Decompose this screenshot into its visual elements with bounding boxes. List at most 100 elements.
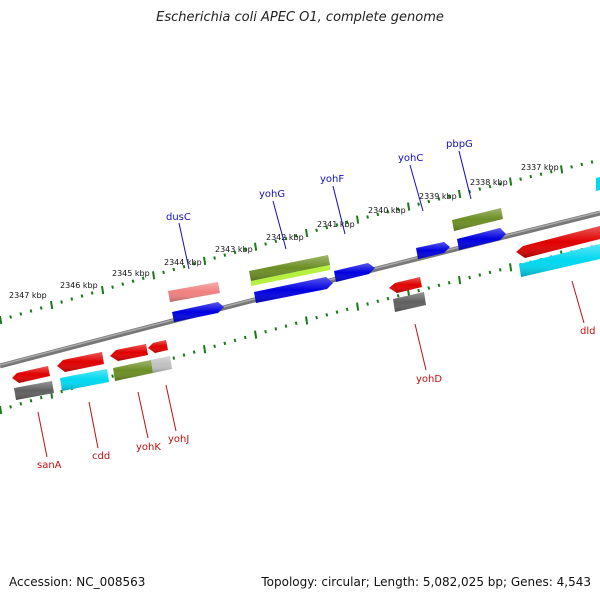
kbp-label: 2344 kbp [164, 258, 202, 267]
kbp-label: 2337 kbp [521, 163, 559, 172]
inner-ruler-tick [192, 350, 196, 354]
outer-ruler-tick [80, 294, 84, 298]
gene-label-yohK: yohK [136, 442, 161, 453]
outer-ruler-tick [101, 285, 105, 295]
inner-ruler-tick [417, 288, 420, 293]
outer-ruler-tick [386, 210, 390, 214]
gene-label-pbpG: pbpG [446, 139, 473, 150]
outer-ruler-tick [315, 228, 318, 233]
inner-ruler-tick [233, 338, 237, 343]
inner-ruler-tick [509, 263, 513, 272]
outer-ruler-tick [284, 236, 288, 241]
gene-edge-block [596, 177, 600, 191]
gene-label-sanA: sanA [37, 460, 62, 471]
gene-label-cdd: cdd [92, 451, 110, 462]
outer-ruler-tick [458, 189, 462, 199]
inner-ruler-tick [498, 268, 502, 272]
kbp-label: 2346 kbp [60, 281, 98, 290]
outer-ruler-tick [50, 300, 54, 310]
inner-ruler-tick [172, 356, 176, 360]
kbp-label: 2347 kbp [9, 291, 47, 300]
outer-ruler-tick [0, 315, 3, 325]
inner-ruler-tick [254, 330, 258, 339]
outer-ruler-tick [152, 271, 156, 280]
inner-ruler-tick [488, 270, 492, 275]
inner-ruler-tick [19, 402, 23, 406]
outer-ruler-tick [294, 233, 298, 238]
forward-gene-labels [178, 150, 472, 270]
inner-ruler-tick [386, 296, 390, 301]
inner-ruler-tick [356, 302, 360, 311]
gene-yohK-block [110, 344, 153, 381]
outer-ruler-tick [90, 291, 94, 295]
outer-ruler-tick [70, 297, 74, 301]
kbp-label: 2342 kbp [266, 233, 304, 242]
inner-ruler-tick [284, 324, 288, 328]
reverse-genes [12, 177, 600, 400]
outer-ruler-tick [19, 312, 23, 316]
outer-ruler-tick [213, 256, 216, 260]
gene-dusC-block [168, 282, 224, 322]
accession-text: Accession: NC_008563 [9, 575, 146, 589]
outer-ruler-tick [335, 223, 339, 227]
gene-yohD-block [389, 277, 426, 312]
inner-ruler-tick [458, 275, 462, 285]
gene-yohC-block [416, 242, 450, 259]
inner-ruler-tick [29, 398, 33, 403]
inner-ruler-tick [468, 275, 471, 280]
inner-ruler-tick [315, 315, 318, 320]
outer-ruler-tick [590, 160, 594, 164]
inner-ruler-tick [182, 353, 186, 357]
outer-ruler-tick [203, 256, 207, 266]
kbp-label: 2341 kbp [317, 220, 355, 229]
inner-ruler-tick [335, 310, 339, 314]
inner-ruler-tick [345, 307, 349, 312]
outer-ruler-tick [478, 187, 482, 191]
outer-ruler-tick [560, 165, 564, 174]
inner-ruler-tick [111, 374, 114, 378]
outer-ruler-tick [141, 276, 145, 281]
outer-ruler-tick [162, 270, 165, 275]
inner-ruler-tick [294, 321, 298, 326]
gene-yohF-block [334, 263, 375, 282]
inner-ruler-tick [366, 302, 369, 306]
inner-ruler-tick [223, 341, 227, 346]
outer-ruler-tick [376, 212, 380, 217]
outer-ruler-tick [121, 282, 125, 286]
forward-genes [168, 208, 506, 322]
inner-ruler-tick [274, 327, 278, 331]
outer-ruler-tick [539, 172, 543, 176]
outer-ruler-tick [325, 225, 329, 230]
outer-ruler-tick [274, 239, 278, 243]
outer-ruler-tick [243, 247, 247, 252]
gene-label-yohD: yohD [416, 374, 442, 385]
outer-ruler-tick [519, 177, 522, 181]
outer-ruler-tick [488, 184, 492, 189]
gene-dld-block [516, 226, 600, 277]
outer-ruler-tick [396, 207, 400, 211]
inner-ruler-tick [427, 286, 431, 290]
gene-yohG-block [249, 255, 333, 303]
inner-ruler-tick [437, 283, 441, 288]
outer-kbp-ruler [0, 160, 594, 325]
gene-label-yohJ: yohJ [168, 434, 189, 445]
gene-label-dld: dld [580, 326, 595, 337]
reverse-gene-labels [37, 280, 585, 458]
outer-ruler-tick [345, 220, 349, 225]
gene-label-dusC: dusC [166, 212, 191, 223]
gene-yohJ-block [148, 340, 172, 373]
outer-ruler-tick [254, 242, 258, 251]
outer-ruler-tick [172, 267, 176, 272]
outer-ruler-tick [192, 261, 196, 266]
outer-ruler-tick [182, 264, 186, 269]
inner-ruler-tick [305, 316, 309, 325]
inner-ruler-tick [9, 405, 12, 409]
kbp-label: 2343 kbp [215, 245, 253, 254]
inner-ruler-tick [478, 273, 482, 277]
inner-ruler-tick [213, 344, 216, 348]
inner-ruler-tick [203, 345, 207, 354]
genome-summary-text: Topology: circular; Length: 5,082,025 bp… [261, 575, 591, 589]
kbp-label: 2338 kbp [470, 178, 508, 187]
outer-ruler-tick [417, 202, 420, 206]
